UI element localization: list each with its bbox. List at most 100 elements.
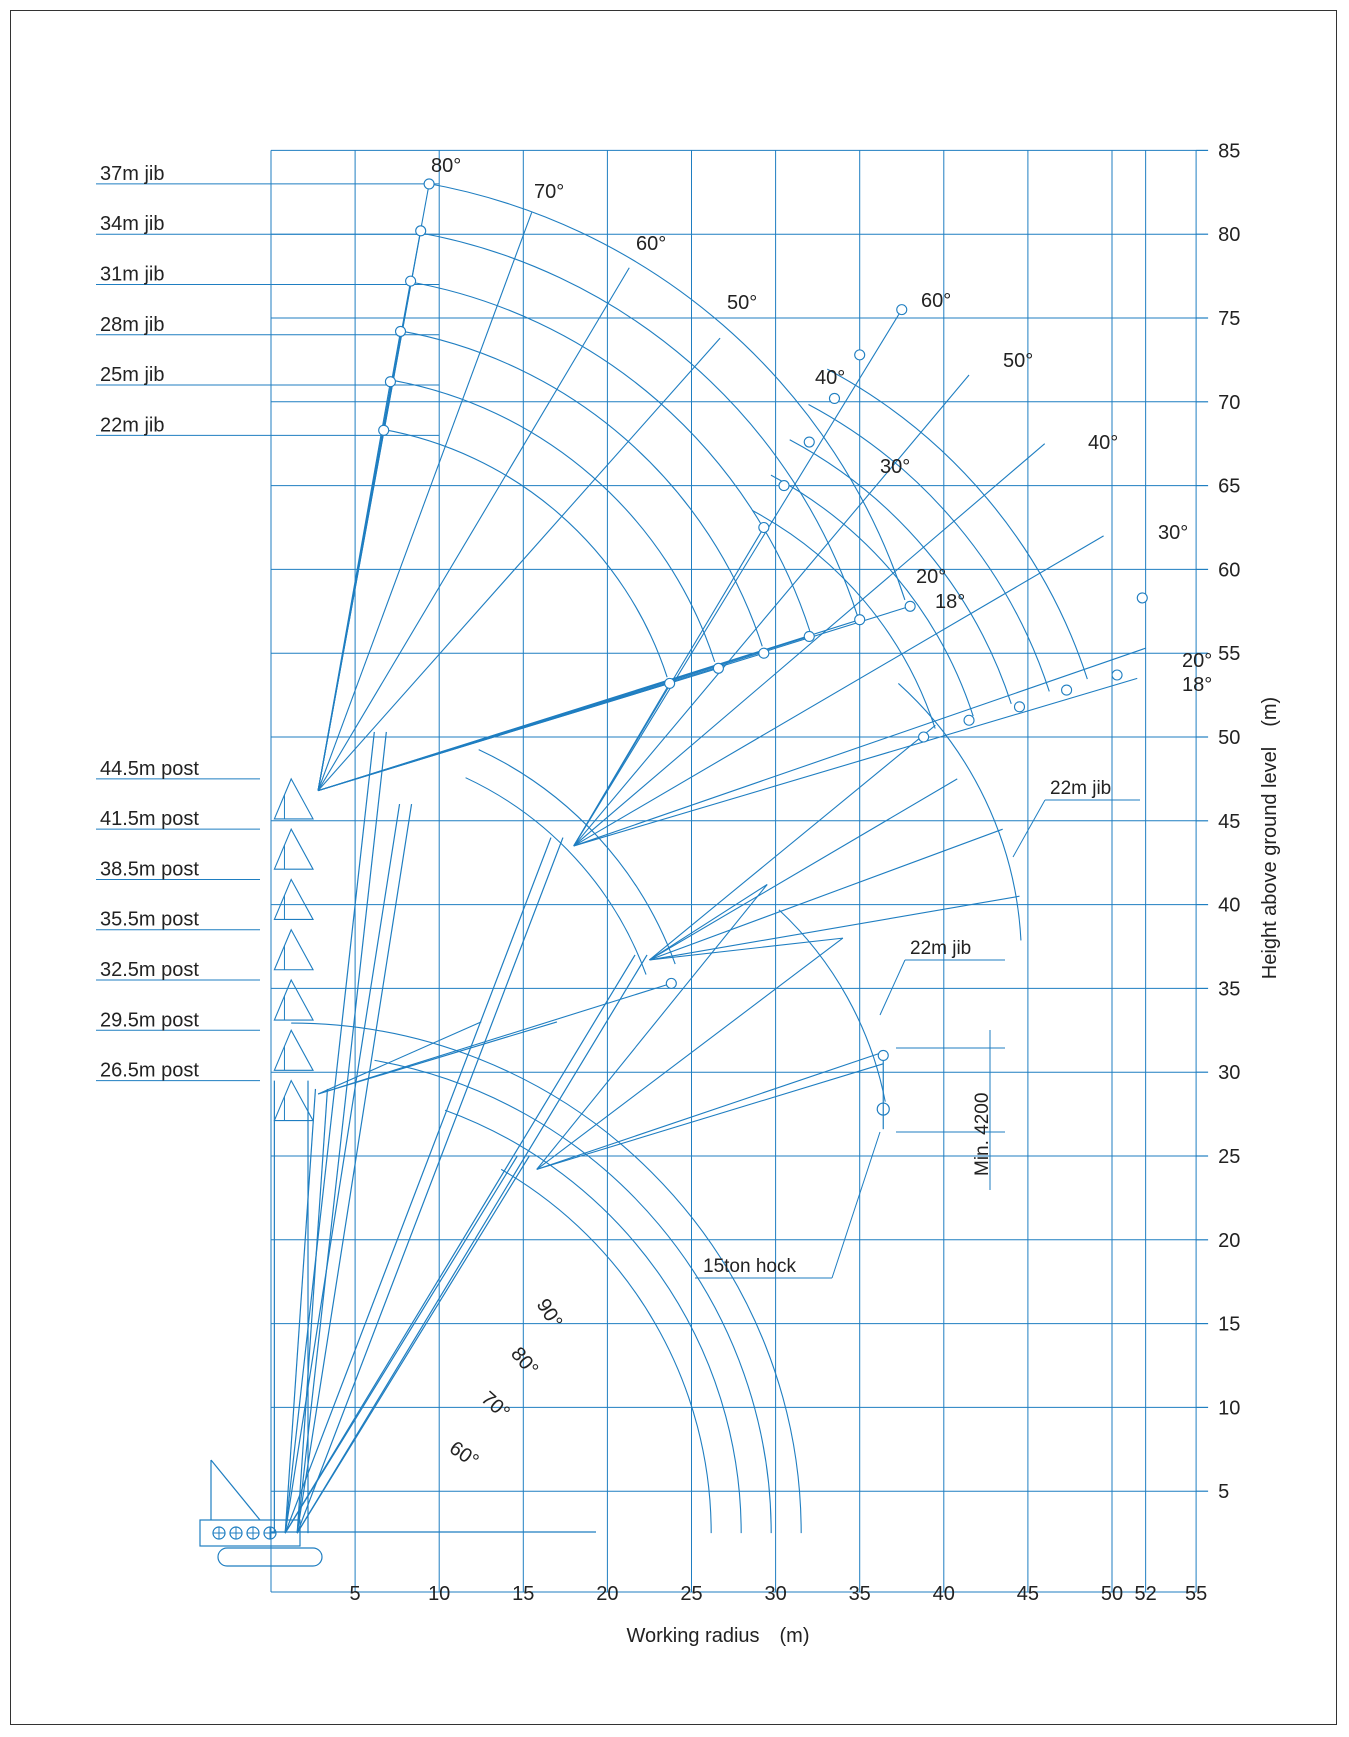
callout-hook: 15ton hock xyxy=(703,1256,796,1277)
post-angle-label: 60° xyxy=(445,1437,482,1472)
jib-line-bottom xyxy=(536,1063,884,1170)
jib-angle-label-right: 30° xyxy=(1158,522,1188,544)
jib-angle-label-right: 20° xyxy=(1182,650,1212,672)
y-tick-label: 15 xyxy=(1218,1314,1240,1336)
jib-tip-marker xyxy=(664,677,676,689)
post-angle-label: 80° xyxy=(506,1343,542,1380)
jib-tip-marker xyxy=(758,647,770,659)
post-lean-65 xyxy=(284,954,636,1534)
post-jib-line xyxy=(317,982,672,1095)
y-axis-label: Height above ground level (m) xyxy=(1259,697,1281,979)
callout-jib-upper: 22m jib xyxy=(1050,778,1111,799)
post-angle-arc xyxy=(500,1168,712,1534)
jib-tip-marker xyxy=(918,731,930,743)
jib-line-right xyxy=(573,309,903,847)
jib-length-label: 22m jib xyxy=(100,414,164,436)
post-length-label: 38.5m post xyxy=(100,858,199,880)
jib-line-right xyxy=(573,647,1146,847)
post-head-icon xyxy=(273,777,314,820)
jib-line-right xyxy=(573,443,1046,847)
jib-length-label: 31m jib xyxy=(100,263,164,285)
post-range-arc xyxy=(478,749,676,965)
post-26-5 xyxy=(284,1088,317,1534)
jib-range-arc xyxy=(425,182,906,601)
jib-line-bottom xyxy=(536,884,768,1170)
jib-range-arc xyxy=(407,280,811,632)
jib-tip-marker xyxy=(1136,592,1148,604)
jib-line xyxy=(317,430,385,791)
jib-line xyxy=(317,212,533,791)
jib-angle-label-right: 40° xyxy=(1088,432,1118,454)
jib-range-arc xyxy=(399,330,763,647)
jib-angle-label: 60° xyxy=(636,233,666,255)
jib-tip-marker xyxy=(904,600,916,612)
jib-length-label: 28m jib xyxy=(100,314,164,336)
post-angle-arc xyxy=(444,1109,742,1534)
jib-line-right xyxy=(573,535,1104,847)
jib-tip-marker xyxy=(854,614,866,626)
x-tick-label: 35 xyxy=(849,1583,871,1605)
y-tick-label: 75 xyxy=(1218,308,1240,330)
jib-range-arc-right xyxy=(808,403,1050,692)
post-length-label: 44.5m post xyxy=(100,758,199,780)
post-44-5 xyxy=(284,731,375,1534)
x-axis-label: Working radius (m) xyxy=(627,1625,810,1647)
y-tick-label: 80 xyxy=(1218,224,1240,246)
jib-tip-marker xyxy=(803,436,815,448)
post-head-icon xyxy=(273,928,314,971)
x-tick-label: 15 xyxy=(512,1583,534,1605)
jib-tip-marker xyxy=(665,977,677,989)
y-tick-label: 25 xyxy=(1218,1146,1240,1168)
jib-line-lower xyxy=(649,778,958,961)
y-tick-label: 30 xyxy=(1218,1062,1240,1084)
y-tick-label: 60 xyxy=(1218,559,1240,581)
hook-icon xyxy=(876,1102,890,1116)
jib-angle-label: 20° xyxy=(916,566,946,588)
post-44-5 xyxy=(296,731,387,1534)
y-tick-label: 85 xyxy=(1218,140,1240,162)
x-tick-label: 5 xyxy=(350,1583,361,1605)
jib-tip-marker xyxy=(384,376,396,388)
jib-tip-marker xyxy=(378,424,390,436)
callout-leader xyxy=(1012,799,1046,858)
x-tick-label: 52 xyxy=(1135,1583,1157,1605)
x-tick-label: 50 xyxy=(1101,1583,1123,1605)
y-tick-label: 55 xyxy=(1218,643,1240,665)
jib-tip-marker xyxy=(1061,684,1073,696)
jib-line xyxy=(317,267,630,791)
y-tick-label: 65 xyxy=(1218,476,1240,498)
post-angle-label: 90° xyxy=(532,1295,567,1332)
y-tick-label: 20 xyxy=(1218,1230,1240,1252)
post-lean-65 xyxy=(296,954,648,1534)
y-tick-label: 70 xyxy=(1218,392,1240,414)
jib-tip-marker xyxy=(394,325,407,337)
jib-line-bottom xyxy=(536,1051,884,1170)
y-tick-label: 5 xyxy=(1218,1481,1229,1503)
y-tick-label: 40 xyxy=(1218,895,1240,917)
jib-tip-marker xyxy=(758,521,770,534)
jib-range-arc-right xyxy=(751,509,936,729)
jib-angle-label-right: 50° xyxy=(1003,350,1033,372)
post-lean-80 xyxy=(284,803,401,1534)
jib-range-arc-right xyxy=(827,368,1088,680)
jib-line-right xyxy=(573,374,970,847)
post-jib-line xyxy=(317,1021,482,1095)
jib-line-lower xyxy=(649,828,1003,961)
post-jib-line xyxy=(317,1021,558,1095)
jib-line xyxy=(317,337,721,791)
callout-leader xyxy=(879,959,906,1016)
x-tick-label: 20 xyxy=(596,1583,618,1605)
jib-angle-label: 70° xyxy=(534,181,564,203)
jib-tip-marker xyxy=(778,480,790,492)
jib-range-arc-bottom xyxy=(778,909,886,1102)
jib-line-lower xyxy=(649,895,1020,961)
post-lean-80 xyxy=(296,803,413,1534)
jib-tip-marker xyxy=(712,662,724,674)
x-tick-label: 45 xyxy=(1017,1583,1039,1605)
jib-range-arc-right xyxy=(770,474,974,717)
jib-range-arc xyxy=(381,428,668,678)
post-head-icon xyxy=(273,978,314,1021)
jib-angle-label-right: 18° xyxy=(1182,674,1212,696)
post-angle-arc xyxy=(291,1022,802,1534)
callout-min-clearance: Min. 4200 xyxy=(972,1093,993,1176)
